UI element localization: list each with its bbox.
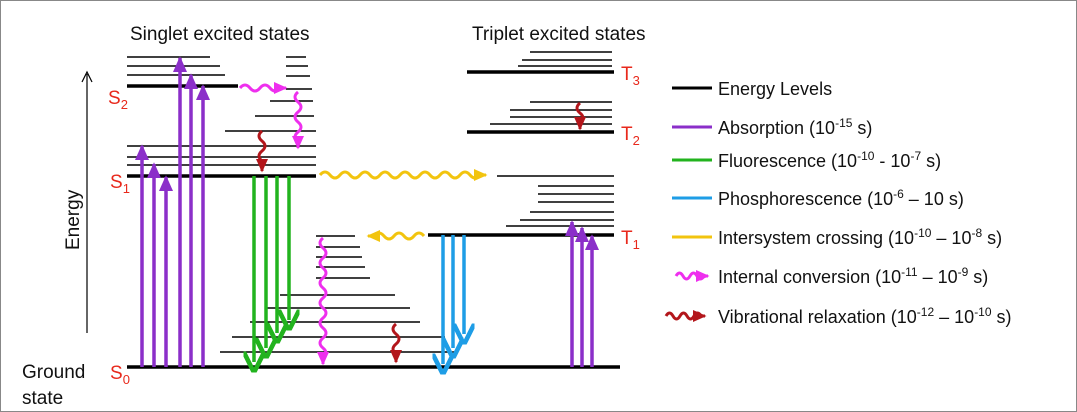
vr-wavy-arrow-t2 (574, 101, 586, 131)
vr-wavy-arrow-s0 (390, 322, 402, 364)
singlet-heading: Singlet excited states (130, 24, 310, 45)
legend-phosphorescence-label: Phosphorescence (10-6 – 10 s) (718, 187, 964, 209)
legend-ic-label: Internal conversion (10-11 – 10-9 s) (718, 265, 988, 287)
level-label-t3: T3 (621, 64, 640, 88)
level-label-t2: T2 (621, 124, 640, 148)
ground-state-label-line2: state (22, 388, 63, 409)
legend-vr-label: Vibrational relaxation (10-12 – 10-10 s) (718, 305, 1012, 327)
legend-isc-label: Intersystem crossing (10-10 – 10-8 s) (718, 226, 1002, 248)
magenta-wavy-arrow-icon (674, 270, 710, 282)
vr-wavy-arrow-s1 (256, 129, 268, 173)
level-label-t1: T1 (621, 228, 640, 252)
ic-wavy-arrow-s0 (317, 236, 329, 366)
energy-axis-arrowhead-icon (81, 70, 93, 83)
energy-axis-label: Energy (63, 189, 84, 250)
triplet-heading: Triplet excited states (472, 24, 646, 45)
legend: Energy Levels Absorption (10-15 s) Fluor… (664, 79, 1012, 327)
ic-wavy-arrow-s2 (292, 90, 304, 150)
red-wavy-arrow-icon (664, 310, 707, 322)
level-label-s1: S1 (110, 172, 130, 196)
level-label-s0: S0 (110, 363, 130, 387)
ic-wavy-arrow-horizontal (238, 82, 288, 94)
level-label-s2: S2 (108, 88, 128, 112)
legend-energy-levels-label: Energy Levels (718, 79, 832, 99)
legend-fluorescence-label: Fluorescence (10-10 - 10-7 s) (718, 149, 941, 171)
isc-wavy-arrow-s1-t1 (318, 169, 488, 181)
legend-absorption-label: Absorption (10-15 s) (718, 116, 872, 138)
ground-state-label-line1: Ground (22, 362, 85, 383)
isc-wavy-arrow-t1-s0 (366, 230, 426, 242)
